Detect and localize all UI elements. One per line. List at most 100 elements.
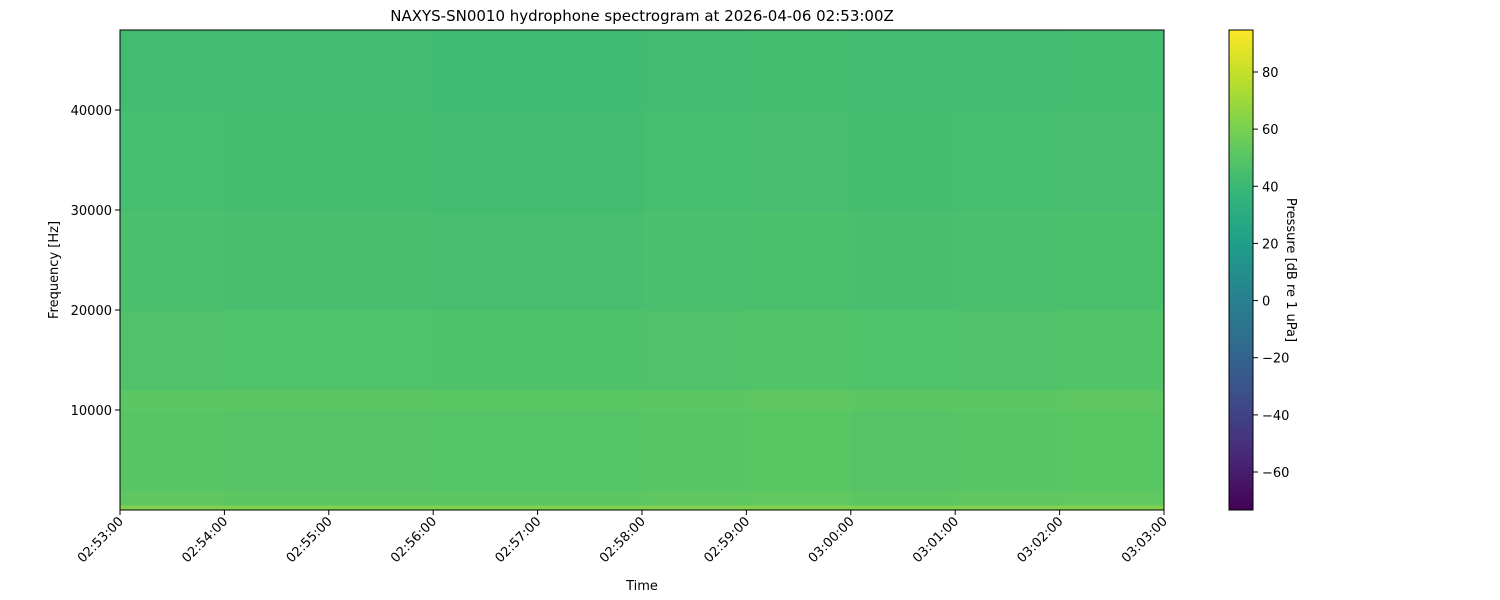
x-tick-label: 02:57:00 — [493, 514, 545, 566]
colorbar-axis: −60 −40 −20 0 20 40 60 80 — [1253, 66, 1289, 481]
colorbar-tick-label: −20 — [1262, 352, 1289, 367]
colorbar-tick-label: 40 — [1262, 180, 1279, 195]
heatmap-cell — [955, 505, 1061, 511]
colorbar-tick-label: 80 — [1262, 66, 1279, 81]
heatmap-cell — [642, 310, 747, 391]
heatmap-cell — [746, 490, 852, 506]
chart-title: NAXYS-SN0010 hydrophone spectrogram at 2… — [390, 7, 894, 25]
heatmap-cell — [1059, 30, 1165, 111]
heatmap-cell — [955, 490, 1061, 506]
colorbar-tick-label: −60 — [1262, 466, 1289, 481]
heatmap-cell — [224, 210, 330, 311]
heatmap-cell — [433, 30, 539, 111]
heatmap-cell — [850, 390, 956, 411]
heatmap-cell — [328, 390, 434, 411]
heatmap-cell — [642, 410, 747, 491]
heatmap-cell — [642, 110, 747, 211]
heatmap-cell — [1059, 505, 1165, 511]
x-tick-label: 02:54:00 — [179, 514, 231, 566]
heatmap-cell — [746, 310, 852, 391]
heatmap-cell — [328, 310, 434, 391]
heatmap-cell — [850, 490, 956, 506]
heatmap-cell — [224, 30, 330, 111]
heatmap-cell — [224, 490, 330, 506]
heatmap-cell — [433, 410, 539, 491]
heatmap-cell — [746, 30, 852, 111]
heatmap-cell — [120, 210, 225, 311]
heatmap-cell — [955, 390, 1061, 411]
heatmap-cell — [537, 310, 643, 391]
x-tick-label: 02:53:00 — [75, 514, 127, 566]
heatmap-cell — [850, 310, 956, 391]
heatmap-cell — [120, 490, 225, 506]
heatmap-cell — [328, 210, 434, 311]
heatmap-cell — [850, 505, 956, 511]
heatmap-cell — [328, 30, 434, 111]
heatmap-cell — [224, 310, 330, 391]
colorbar-tick-label: −40 — [1262, 409, 1289, 424]
heatmap-cell — [433, 390, 539, 411]
heatmap-cell — [537, 390, 643, 411]
heatmap-cell — [850, 410, 956, 491]
heatmap-cell — [328, 410, 434, 491]
heatmap-cell — [642, 505, 747, 511]
heatmap-cell — [850, 210, 956, 311]
heatmap-cells — [120, 30, 1165, 511]
y-tick-label: 40000 — [71, 104, 112, 119]
heatmap-cell — [328, 110, 434, 211]
x-axis: 02:53:00 02:54:00 02:55:00 02:56:00 02:57:00… — [75, 510, 1171, 566]
heatmap-cell — [224, 390, 330, 411]
heatmap-cell — [537, 30, 643, 111]
heatmap-cell — [1059, 110, 1165, 211]
heatmap-cell — [642, 390, 747, 411]
heatmap-cell — [537, 410, 643, 491]
x-tick-label: 03:00:00 — [806, 514, 858, 566]
heatmap-cell — [642, 210, 747, 311]
heatmap-cell — [433, 505, 539, 511]
heatmap-cell — [955, 110, 1061, 211]
heatmap-cell — [328, 490, 434, 506]
heatmap-cell — [746, 110, 852, 211]
x-tick-label: 03:03:00 — [1119, 514, 1171, 566]
heatmap-cell — [642, 30, 747, 111]
heatmap-cell — [850, 30, 956, 111]
heatmap-cell — [120, 505, 225, 511]
colorbar-tick-label: 60 — [1262, 123, 1279, 138]
heatmap-cell — [850, 110, 956, 211]
heatmap-cell — [433, 210, 539, 311]
x-tick-label: 02:59:00 — [701, 514, 753, 566]
x-tick-label: 02:55:00 — [284, 514, 336, 566]
colorbar-tick-label: 20 — [1262, 237, 1279, 252]
heatmap-cell — [1059, 390, 1165, 411]
heatmap-cell — [746, 210, 852, 311]
heatmap-cell — [1059, 210, 1165, 311]
y-tick-label: 30000 — [71, 204, 112, 219]
heatmap-cell — [537, 490, 643, 506]
heatmap-cell — [120, 310, 225, 391]
x-tick-label: 02:58:00 — [597, 514, 649, 566]
heatmap-cell — [642, 490, 747, 506]
heatmap-cell — [955, 310, 1061, 391]
heatmap-cell — [120, 410, 225, 491]
heatmap-cell — [1059, 310, 1165, 391]
heatmap-cell — [224, 410, 330, 491]
heatmap-cell — [120, 30, 225, 111]
heatmap-cell — [537, 110, 643, 211]
heatmap-cell — [433, 310, 539, 391]
heatmap-cell — [1059, 490, 1165, 506]
colorbar-tick-label: 0 — [1262, 295, 1270, 310]
heatmap-cell — [224, 110, 330, 211]
x-tick-label: 03:02:00 — [1015, 514, 1067, 566]
colorbar — [1228, 29, 1254, 511]
heatmap-cell — [746, 390, 852, 411]
y-tick-label: 10000 — [71, 404, 112, 419]
heatmap-cell — [537, 210, 643, 311]
y-tick-label: 20000 — [71, 304, 112, 319]
x-tick-label: 02:56:00 — [388, 514, 440, 566]
heatmap-cell — [120, 110, 225, 211]
heatmap-cell — [746, 505, 852, 511]
y-axis: 10000 20000 30000 40000 — [71, 104, 120, 419]
heatmap-cell — [433, 110, 539, 211]
y-axis-label: Frequency [Hz] — [47, 221, 62, 319]
